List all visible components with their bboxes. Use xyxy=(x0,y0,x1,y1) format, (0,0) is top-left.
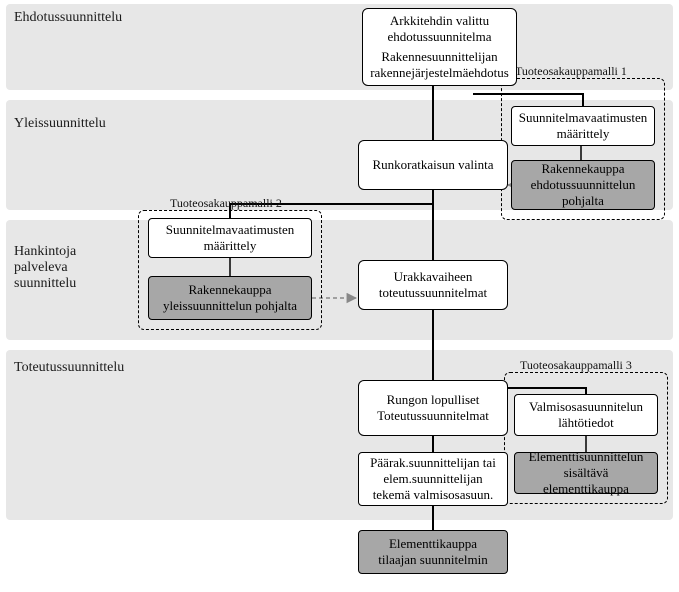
node-urakka: Urakkavaiheen toteutussuunnitelmat xyxy=(358,260,508,310)
group-3-label: Tuoteosakauppamalli 3 xyxy=(520,358,632,373)
node-g1-gray: Rakennekauppa ehdotussuunnittelun pohjal… xyxy=(511,160,655,210)
band-label-4: Toteutussuunnittelu xyxy=(14,360,124,376)
band-label-2: Yleissuunnittelu xyxy=(14,116,106,132)
band-label-3: Hankintoja palveleva suunnittelu xyxy=(14,244,76,292)
node-top: Arkkitehdin valittu ehdotussuunnitelma R… xyxy=(362,8,517,86)
band-hankinta xyxy=(6,220,673,340)
node-paarak: Päärak.suunnittelijan tai elem.suunnitte… xyxy=(358,452,508,506)
band-label-1: Ehdotussuunnittelu xyxy=(14,10,122,26)
group-1-label: Tuoteosakauppamalli 1 xyxy=(515,64,627,79)
node-ekauppa: Elementtikauppa tilaajan suunnitelmin xyxy=(358,530,508,574)
node-top-l1: Arkkitehdin valittu xyxy=(390,13,489,29)
node-top-l3: Rakennesuunnittelijan xyxy=(381,49,497,65)
node-g3-white: Valmisosasuunnitelun lähtötiedot xyxy=(514,394,658,436)
node-g1-white: Suunnitelmavaatimusten määrittely xyxy=(511,106,655,146)
node-g3-gray: Elementtisuunnittelun sisältävä elementt… xyxy=(514,452,658,494)
group-2-label: Tuoteosakauppamalli 2 xyxy=(170,196,282,211)
node-rungon: Rungon lopulliset Toteutussuunnitelmat xyxy=(358,380,508,436)
node-g2-gray: Rakennekauppa yleissuunnittelun pohjalta xyxy=(148,276,312,320)
node-g2-white: Suunnitelmavaatimusten määrittely xyxy=(148,218,312,258)
node-runko: Runkoratkaisun valinta xyxy=(358,140,508,190)
node-top-l4: rakennejärjestelmäehdotus xyxy=(370,65,509,81)
node-top-l2: ehdotussuunnitelma xyxy=(388,29,492,45)
diagram-canvas: Ehdotussuunnittelu Yleissuunnittelu Hank… xyxy=(0,0,679,592)
